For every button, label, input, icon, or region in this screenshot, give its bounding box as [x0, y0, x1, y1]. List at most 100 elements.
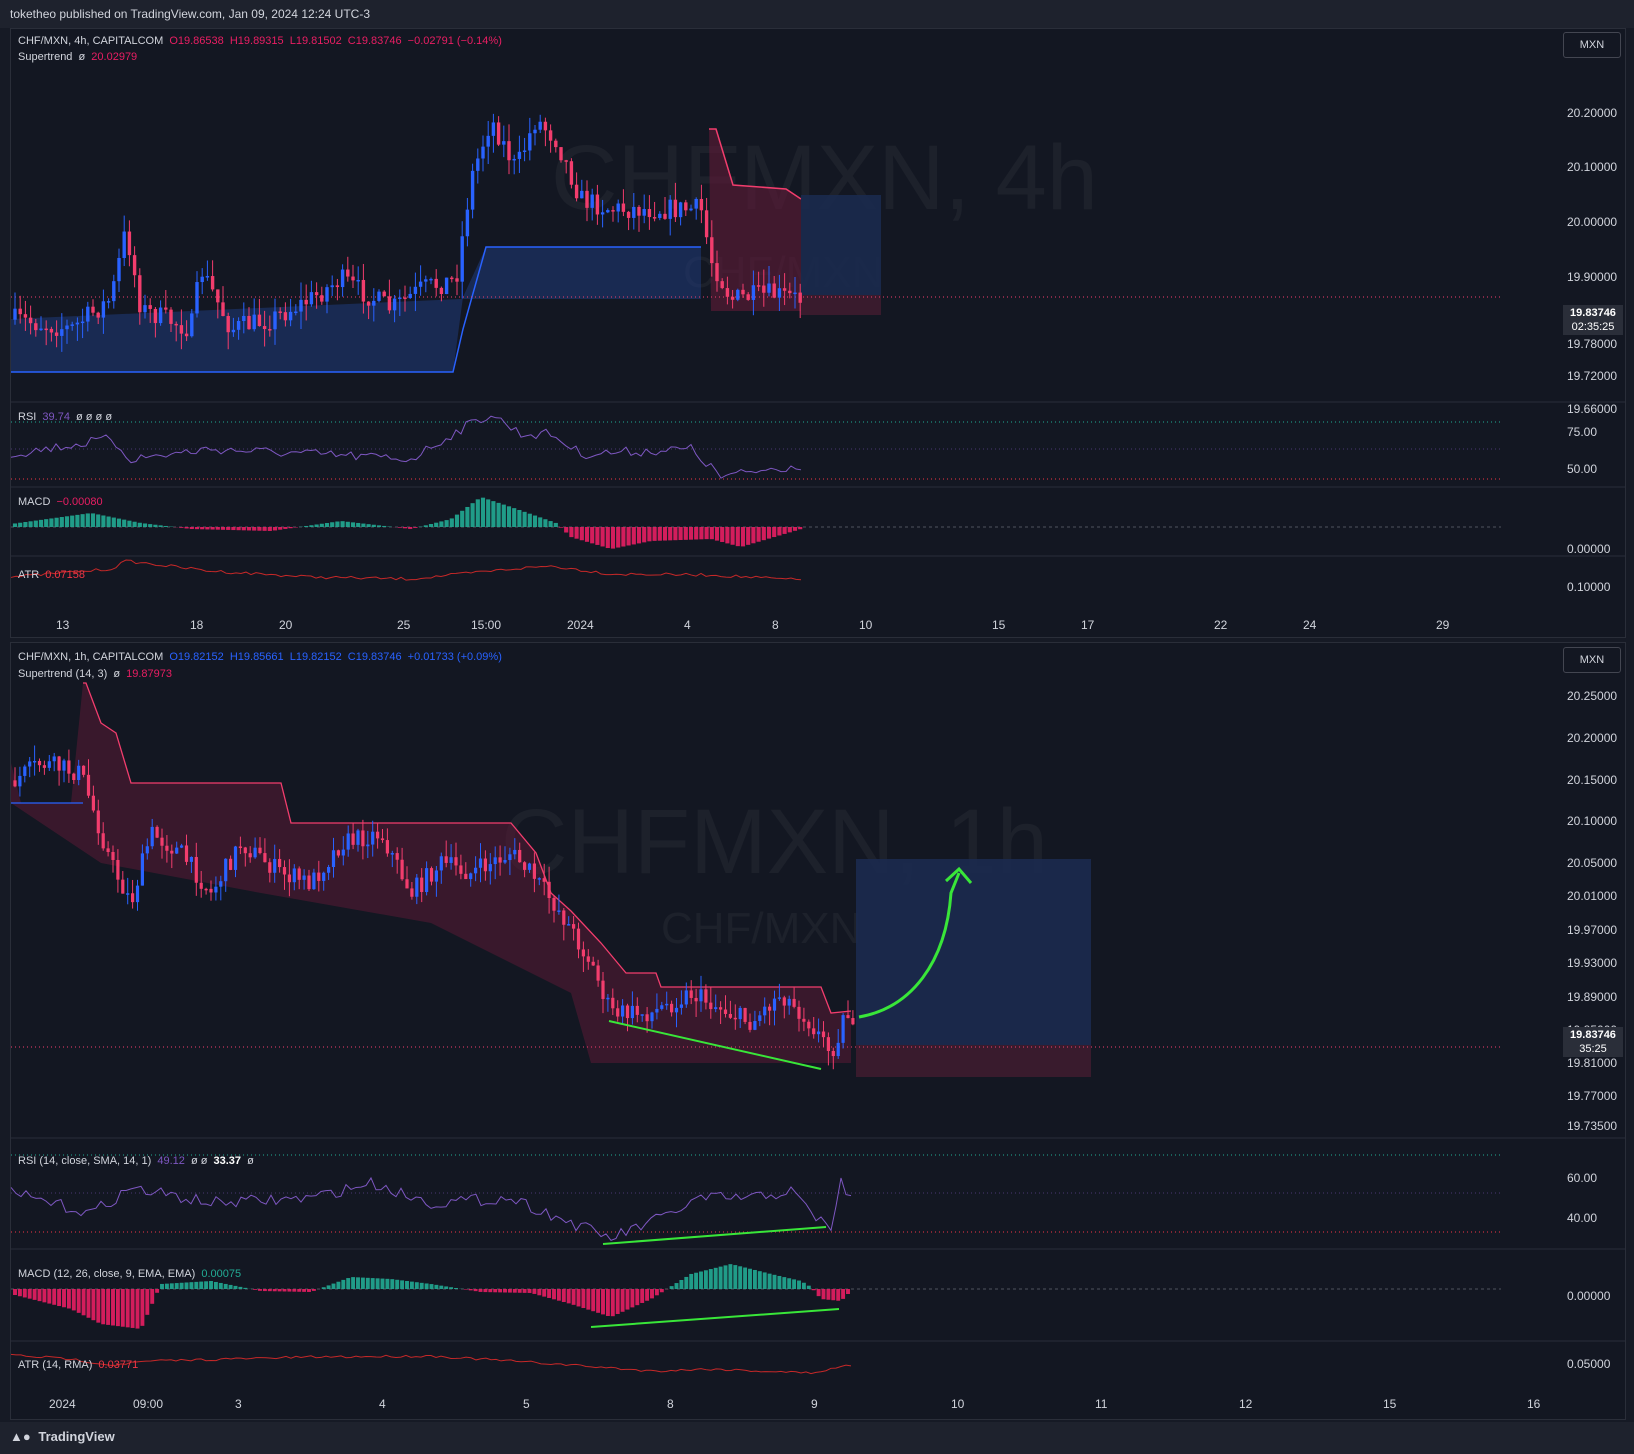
macd-bar — [238, 1286, 243, 1289]
time-tick: 16 — [1527, 1397, 1541, 1411]
candle-body — [616, 203, 620, 212]
time-tick: 29 — [1436, 618, 1450, 632]
macd-bar — [231, 527, 236, 531]
macd-bar — [694, 1272, 699, 1289]
candle-body — [478, 858, 483, 868]
candle-body — [205, 276, 210, 278]
macd-bar — [49, 518, 54, 527]
macd-bar — [647, 527, 652, 542]
rsi-value-2: 33.37 — [213, 1155, 242, 1167]
symbol-legend[interactable]: CHF/MXN, 4h, CAPITALCOM O19.86538 H19.89… — [18, 35, 505, 47]
candle-body — [746, 294, 750, 300]
macd-bar — [96, 514, 101, 527]
candle-body — [28, 761, 32, 767]
macd-bar — [292, 1289, 297, 1292]
candle-body — [127, 231, 132, 256]
candle-body — [756, 285, 761, 287]
macd-bar — [772, 1274, 777, 1289]
macd-bar — [424, 1283, 429, 1289]
candle-body — [748, 1021, 752, 1030]
candle-body — [831, 1050, 835, 1057]
macd-bar — [111, 517, 116, 527]
macd-bar — [120, 1289, 125, 1327]
candle-body — [557, 910, 561, 912]
macd-bar — [267, 1289, 272, 1292]
chart-panel-1h[interactable]: CHFMXN, 1h CHF/MXN CHF/MXN, 1h, CAPITALCO… — [10, 642, 1626, 1420]
candle-body — [314, 292, 319, 296]
currency-button[interactable]: MXN — [1563, 32, 1621, 58]
candle-body — [660, 1005, 664, 1009]
macd-bar — [194, 1281, 199, 1289]
candle-body — [395, 853, 399, 860]
candle-body — [356, 279, 360, 282]
bar-countdown: 02:35:25 — [1571, 321, 1615, 333]
macd-bar — [220, 527, 226, 530]
rsi-legend[interactable]: RSI (14, close, SMA, 14, 1) 49.12 ø ø 33… — [18, 1155, 257, 1167]
candle-body — [366, 844, 370, 847]
candle-body — [444, 277, 449, 295]
macd-bar — [792, 1279, 797, 1289]
candle-body — [449, 857, 453, 863]
candle-body — [699, 989, 703, 1002]
macd-bar — [569, 527, 574, 538]
candle-body — [418, 281, 423, 287]
macd-bar — [527, 1289, 532, 1293]
candle-body — [720, 281, 724, 289]
candle-body — [135, 885, 140, 903]
candle-body — [567, 924, 571, 926]
symbol-legend[interactable]: CHF/MXN, 1h, CAPITALCOM O19.82152 H19.85… — [18, 651, 505, 663]
macd-bar — [125, 1289, 130, 1328]
top-bar: toketheo published on TradingView.com, J… — [0, 0, 1634, 28]
candle-body — [547, 881, 551, 899]
macd-legend[interactable]: MACD −0.00080 — [18, 496, 106, 508]
candle-body — [552, 898, 556, 911]
rsi-value: 39.74 — [42, 411, 70, 423]
candle-body — [469, 873, 473, 880]
macd-bar — [64, 516, 70, 527]
candle-body — [302, 875, 306, 880]
candle-body — [586, 956, 590, 962]
candle-body — [826, 1037, 830, 1051]
candle-body — [455, 278, 459, 282]
rsi-legend[interactable]: RSI 39.74 ø ø ø ø — [18, 411, 115, 423]
macd-bar — [419, 1282, 424, 1289]
macd-bar — [395, 1279, 400, 1289]
candle-body — [694, 997, 698, 1002]
macd-bar — [635, 1289, 640, 1306]
macd-bar — [223, 1283, 228, 1289]
candle-body — [283, 312, 288, 321]
candle-body — [340, 269, 345, 288]
candle-body — [33, 760, 37, 763]
candle-body — [164, 307, 168, 310]
candle-body — [304, 299, 308, 305]
candle-body — [572, 924, 576, 929]
candle-body — [263, 853, 267, 863]
macd-bar — [674, 1283, 679, 1289]
macd-legend[interactable]: MACD (12, 26, close, 9, EMA, EMA) 0.0007… — [18, 1268, 244, 1280]
tradingview-logo[interactable]: ▲● TradingView — [10, 1429, 115, 1444]
macd-bar — [434, 1284, 439, 1289]
candle-body — [741, 289, 745, 295]
candle-body — [398, 297, 402, 299]
currency-button[interactable]: MXN — [1563, 647, 1621, 673]
supertrend-legend[interactable]: Supertrend ø 20.02979 — [18, 51, 140, 63]
candle-body — [231, 329, 236, 333]
macd-bar — [761, 527, 766, 541]
macd-bar — [62, 1289, 66, 1308]
macd-bar — [179, 527, 184, 528]
atr-legend[interactable]: ATR (14, RMA) 0.03771 — [18, 1359, 141, 1371]
macd-bar — [340, 521, 345, 527]
atr-legend[interactable]: ATR 0.07158 — [18, 569, 88, 581]
supertrend-legend[interactable]: Supertrend (14, 3) ø 19.87973 — [18, 668, 175, 680]
macd-bar — [209, 1281, 213, 1289]
macd-bar — [659, 1289, 664, 1293]
macd-bar — [75, 514, 80, 527]
price-tick: 20.20000 — [1567, 731, 1618, 745]
candle-body — [632, 206, 636, 218]
rsi-trendline — [602, 1226, 827, 1245]
macd-bar — [728, 1264, 733, 1289]
candle-body — [405, 879, 409, 889]
